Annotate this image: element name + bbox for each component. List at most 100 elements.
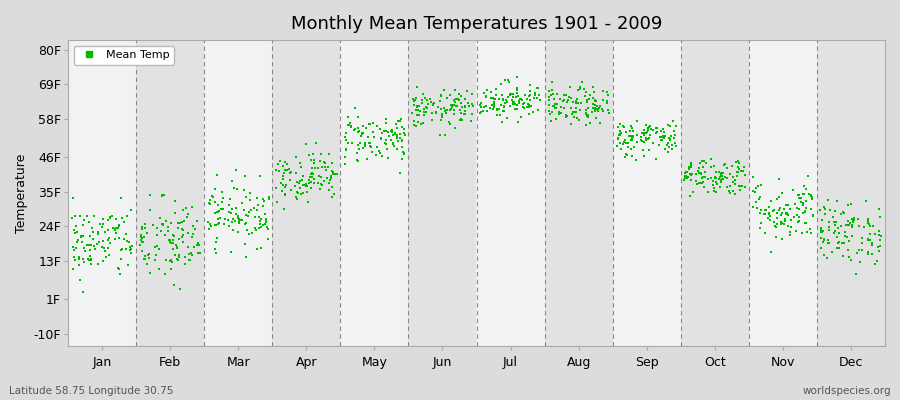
Point [418, 109, 432, 115]
Point [655, 132, 670, 139]
Point [616, 141, 630, 148]
Point [610, 135, 625, 142]
Point [874, 232, 888, 239]
Point [695, 158, 709, 164]
Point [613, 132, 627, 139]
Point [792, 214, 806, 220]
Point [795, 230, 809, 236]
Point [203, 197, 218, 204]
Point [664, 142, 679, 148]
Point [409, 95, 423, 102]
Point [177, 261, 192, 268]
Point [772, 207, 787, 213]
Point [158, 232, 173, 238]
Point [611, 124, 625, 130]
Point [373, 150, 387, 156]
Point [804, 230, 818, 236]
Point [708, 169, 723, 175]
Point [392, 170, 407, 176]
Point [435, 114, 449, 120]
Point [738, 172, 752, 178]
Point [135, 226, 149, 232]
Point [238, 254, 253, 260]
Point [290, 179, 304, 186]
Point [320, 164, 335, 170]
Point [464, 91, 479, 98]
Point [660, 142, 674, 148]
Point [155, 193, 169, 199]
Point [749, 184, 763, 191]
Point [514, 96, 528, 102]
Point [202, 219, 216, 225]
Point [681, 174, 696, 180]
Point [804, 192, 818, 199]
Point [583, 92, 598, 98]
Point [706, 182, 720, 188]
Point [456, 111, 471, 117]
Point [394, 116, 409, 122]
Point [407, 98, 421, 104]
Point [511, 119, 526, 125]
Point [710, 181, 724, 188]
Point [694, 170, 708, 176]
Point [579, 110, 593, 116]
Point [216, 206, 230, 213]
Point [508, 101, 522, 108]
Point [668, 140, 682, 146]
Point [210, 234, 224, 241]
Point [81, 219, 95, 226]
Point [304, 171, 319, 178]
Point [341, 122, 356, 128]
Point [257, 220, 272, 227]
Point [650, 129, 664, 136]
Point [75, 239, 89, 245]
Point [714, 179, 728, 185]
Point [841, 246, 855, 253]
Point [66, 195, 80, 201]
Point [213, 206, 228, 212]
Point [375, 130, 390, 136]
Point [696, 179, 710, 185]
Point [433, 132, 447, 138]
Point [328, 170, 342, 177]
Point [505, 90, 519, 97]
Point [556, 104, 571, 111]
Point [238, 194, 253, 200]
Point [393, 135, 408, 141]
Point [71, 262, 86, 268]
Point [88, 246, 103, 253]
Point [250, 195, 265, 202]
Point [117, 236, 131, 242]
Point [253, 220, 267, 227]
Point [250, 207, 265, 214]
Point [684, 172, 698, 178]
Point [571, 96, 585, 103]
Point [277, 170, 292, 177]
Point [683, 171, 698, 178]
Point [685, 171, 699, 178]
Point [487, 100, 501, 107]
Point [230, 213, 245, 219]
Point [254, 224, 268, 230]
Point [682, 166, 697, 172]
Point [382, 133, 396, 139]
Point [614, 130, 628, 136]
Point [646, 127, 661, 133]
Point [494, 119, 508, 125]
Point [208, 198, 222, 205]
Point [862, 230, 877, 237]
Point [203, 223, 218, 229]
Point [218, 216, 232, 222]
Point [842, 218, 856, 224]
Point [244, 207, 258, 213]
Point [239, 220, 254, 226]
Point [76, 216, 91, 223]
Point [526, 108, 540, 115]
Point [490, 112, 504, 118]
Point [701, 176, 716, 182]
Point [759, 207, 773, 214]
Point [703, 156, 717, 162]
Point [847, 217, 861, 224]
Point [564, 121, 579, 127]
Point [313, 173, 328, 180]
